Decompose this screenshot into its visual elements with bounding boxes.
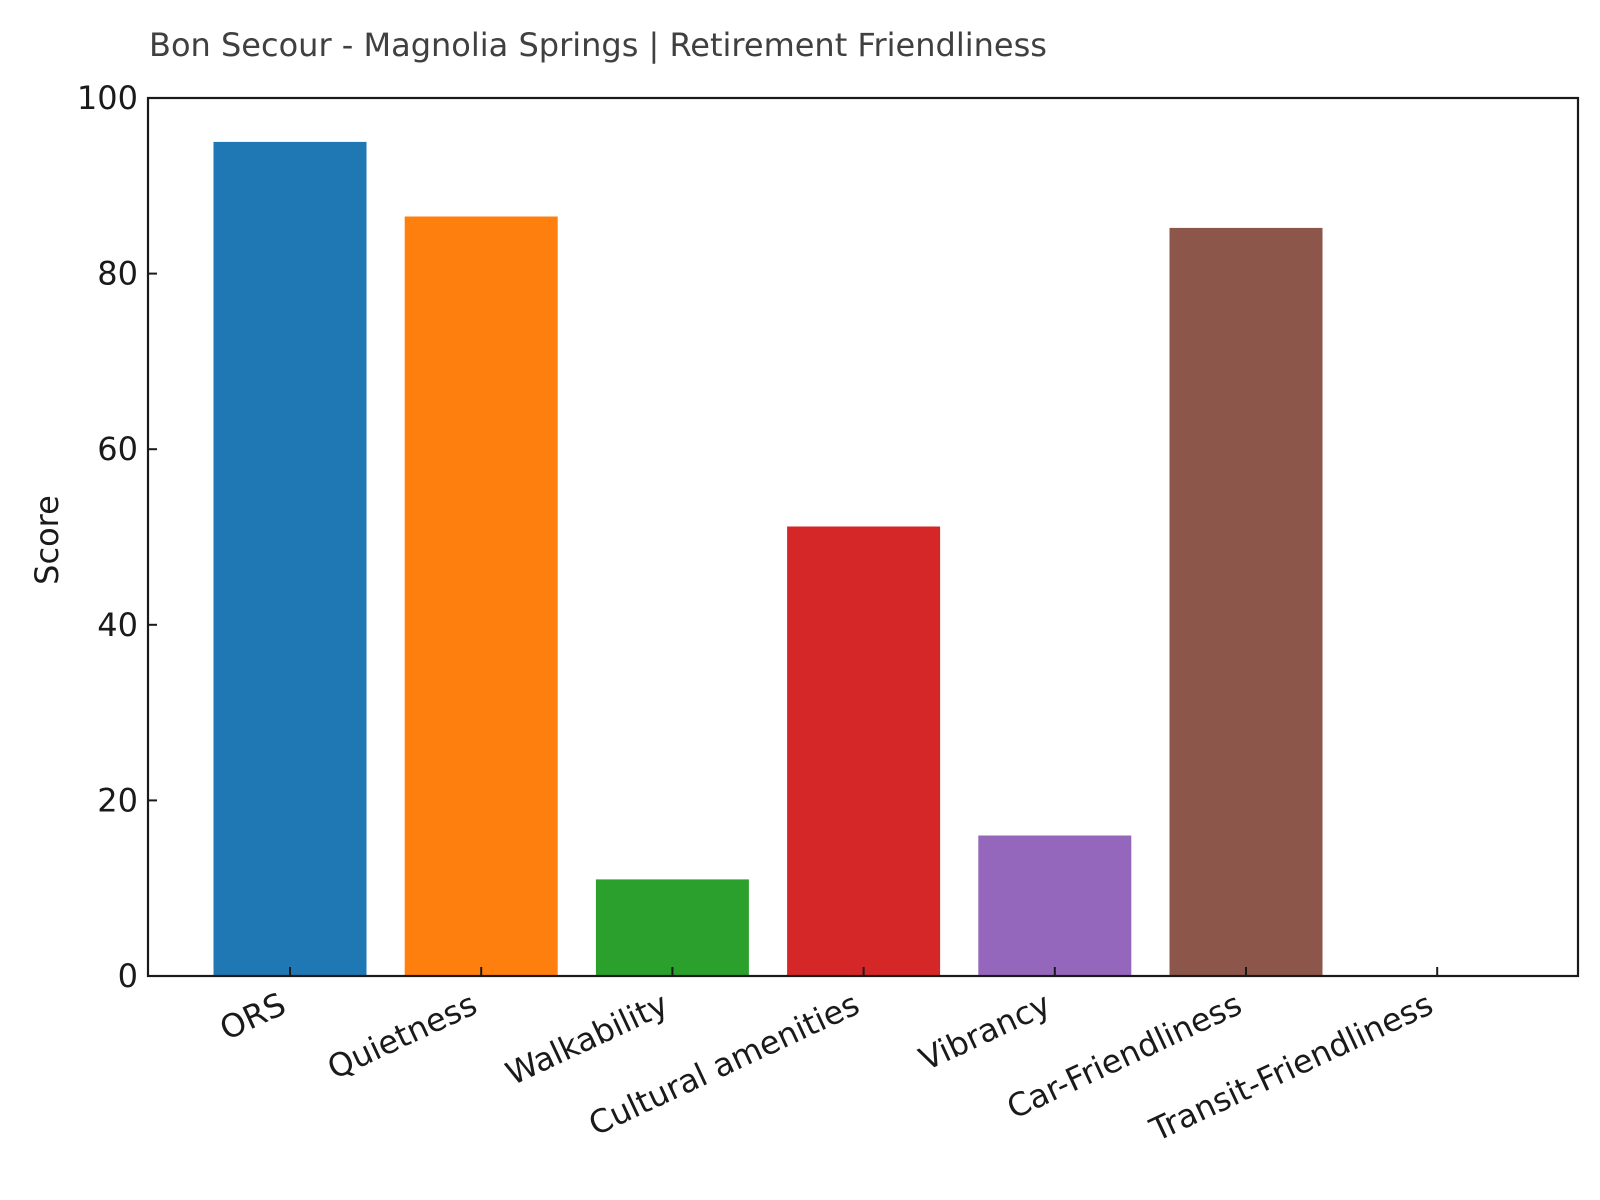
chart-title: Bon Secour - Magnolia Springs | Retireme… [149,26,1047,64]
bar-ors [213,141,367,976]
bar-walkability [595,879,749,976]
bars-layer [213,141,1323,976]
x-tick-label-ors: ORS [214,985,291,1048]
y-tick-label: 80 [97,255,138,293]
y-tick-label: 60 [97,430,138,468]
bar-quietness [404,216,558,976]
y-tick-label: 20 [97,781,138,819]
y-tick-label: 100 [77,79,138,117]
y-axis: 0 20 40 60 80 100 [77,79,157,995]
x-tick-label-vibrancy: Vibrancy [913,985,1056,1079]
bar-cultural-amenities [787,526,941,976]
y-tick-label: 40 [97,606,138,644]
x-tick-label-walkability: Walkability [500,985,674,1093]
x-tick-label-quietness: Quietness [322,985,483,1087]
plot-frame [146,96,1580,978]
bar-vibrancy [978,835,1132,976]
y-tick-label: 0 [118,957,138,995]
y-axis-label: Score [28,495,66,585]
bar-car-friendliness [1169,227,1323,976]
